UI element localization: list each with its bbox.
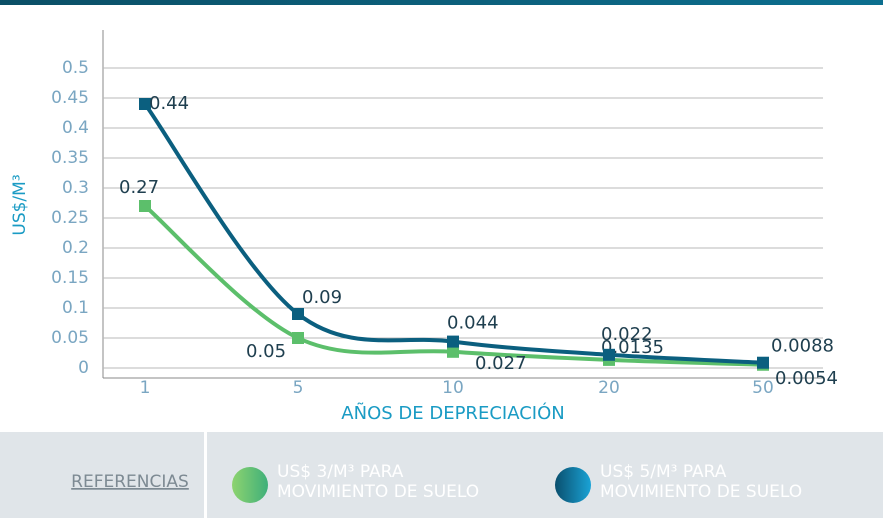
- marker: [447, 335, 459, 348]
- y-tick-label: 0.5: [62, 58, 89, 78]
- legend-label: US$ 3/M³ PARA MOVIMIENTO DE SUELO: [277, 462, 480, 502]
- y-tick-label: 0.3: [62, 178, 89, 198]
- marker: [447, 345, 459, 358]
- y-tick-label: 0.05: [51, 328, 89, 348]
- y-tick-label: 0: [78, 358, 89, 378]
- line: [143, 102, 764, 365]
- data-label: 0.0088: [771, 336, 834, 357]
- data-label: 0.05: [246, 341, 286, 362]
- y-tick-label: 0.35: [51, 148, 89, 168]
- x-tick-label: 20: [598, 378, 620, 398]
- marker: [139, 98, 151, 110]
- legend-band: [0, 432, 883, 518]
- data-label: 0.044: [447, 313, 499, 334]
- data-label: 0.09: [302, 287, 342, 308]
- legend-title: REFERENCIAS: [71, 472, 189, 492]
- y-tick-label: 0.25: [51, 208, 89, 228]
- top-bar: [0, 0, 883, 5]
- data-label: 0.0054: [775, 368, 838, 389]
- y-tick-label: 0.1: [62, 298, 89, 318]
- marker: [603, 348, 615, 361]
- marker: [292, 308, 304, 320]
- legend-swatch: [232, 467, 268, 503]
- marker: [292, 332, 304, 344]
- data-label: 0.44: [149, 93, 189, 114]
- data-label: 0.022: [601, 324, 653, 345]
- x-tick-label: 5: [293, 378, 304, 398]
- y-tick-label: 0.4: [62, 118, 89, 138]
- marker: [139, 200, 151, 212]
- y-tick-label: 0.15: [51, 268, 89, 288]
- y-tick-label: 0.2: [62, 238, 89, 258]
- y-axis-title: US$/M³: [10, 174, 30, 235]
- x-tick-label: 1: [140, 378, 151, 398]
- y-tick-label: 0.45: [51, 88, 89, 108]
- data-label: 0.27: [119, 177, 159, 198]
- legend-label: US$ 5/M³ PARA MOVIMIENTO DE SUELO: [600, 462, 803, 502]
- data-label: 0.0135: [601, 337, 664, 358]
- legend-divider: [204, 432, 207, 518]
- x-axis-title: AÑOS DE DEPRECIACIÓN: [341, 402, 564, 424]
- legend-swatch: [555, 467, 591, 503]
- marker: [757, 356, 769, 369]
- data-label: 0.027: [475, 353, 527, 374]
- x-tick-label: 50: [752, 378, 774, 398]
- x-tick-label: 10: [442, 378, 464, 398]
